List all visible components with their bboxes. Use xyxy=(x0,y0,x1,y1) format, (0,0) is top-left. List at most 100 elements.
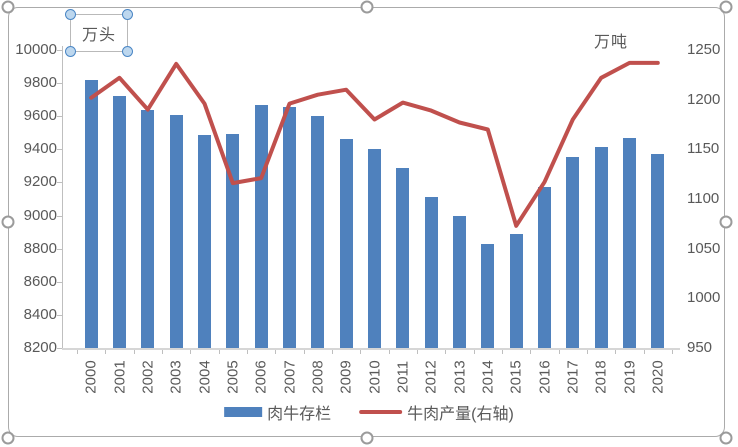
legend-label-cattle-inventory: 肉牛存栏 xyxy=(267,406,332,423)
selection-handle-ne[interactable] xyxy=(719,0,733,14)
left-axis-tick xyxy=(57,348,62,349)
bar-2019[interactable] xyxy=(623,137,636,348)
left-axis-line xyxy=(62,46,63,350)
x-axis-category-label: 2001 xyxy=(111,360,128,394)
right-axis-tick-label: 1250 xyxy=(687,41,721,58)
textbox-handle-ne[interactable] xyxy=(122,9,133,20)
bar-2006[interactable] xyxy=(254,105,268,348)
x-axis-tick xyxy=(587,350,588,354)
x-axis-category-label: 2015 xyxy=(507,360,525,394)
x-axis-tick xyxy=(643,350,645,354)
left-axis-tick-label: 9200 xyxy=(23,173,57,191)
x-axis-tick xyxy=(247,350,248,354)
right-axis-tick-label: 1150 xyxy=(687,140,720,158)
left-axis-tick xyxy=(57,149,62,151)
left-axis-tick-label: 9400 xyxy=(23,140,57,158)
x-axis-category-label: 2017 xyxy=(564,360,582,394)
bar-2001[interactable] xyxy=(113,95,126,348)
x-axis-category-label: 2020 xyxy=(649,360,667,394)
x-axis-tick xyxy=(445,350,447,354)
x-axis-tick xyxy=(417,350,418,354)
selection-handle-nw[interactable] xyxy=(1,0,15,14)
right-axis-unit-label: 万吨 xyxy=(594,34,629,51)
left-axis-unit-label: 万头 xyxy=(81,27,116,44)
left-axis-tick-label: 8400 xyxy=(23,305,57,323)
left-axis-tick-label: 8800 xyxy=(23,239,57,257)
x-axis-tick xyxy=(218,350,220,354)
right-axis-tick-label: 1050 xyxy=(687,239,721,257)
x-axis-tick xyxy=(558,350,560,354)
x-axis-tick xyxy=(615,350,617,354)
legend-bar-swatch xyxy=(224,407,263,417)
legend-item-cattle-inventory[interactable]: 肉牛存栏 xyxy=(224,400,331,424)
selection-handle-w[interactable] xyxy=(1,215,15,229)
left-axis-tick xyxy=(57,281,62,283)
x-axis-tick xyxy=(530,350,532,354)
x-axis-tick xyxy=(133,350,135,354)
x-axis-tick xyxy=(672,350,673,354)
textbox-handle-sw[interactable] xyxy=(65,46,76,57)
bar-2016[interactable] xyxy=(538,186,551,348)
right-axis-tick-label: 950 xyxy=(687,339,713,356)
legend: 肉牛存栏 牛肉产量(右轴) xyxy=(224,400,514,424)
left-axis-tick xyxy=(57,248,62,250)
left-axis-tick-label: 9600 xyxy=(23,107,57,125)
x-axis-category-label: 2012 xyxy=(422,360,440,394)
bar-2007[interactable] xyxy=(283,107,296,348)
bar-2018[interactable] xyxy=(594,146,608,348)
bar-2011[interactable] xyxy=(396,168,410,348)
x-axis-category-label: 2009 xyxy=(337,360,355,394)
left-axis-tick-label: 8600 xyxy=(23,272,57,290)
x-axis-tick xyxy=(360,350,362,354)
x-axis-tick xyxy=(303,350,305,354)
left-axis-tick xyxy=(57,314,62,316)
bar-2008[interactable] xyxy=(311,116,325,348)
left-axis-unit-textbox[interactable]: 万头 xyxy=(65,9,133,57)
x-axis-category-label: 2008 xyxy=(309,360,327,394)
legend-item-beef-production[interactable]: 牛肉产量(右轴) xyxy=(359,400,514,424)
bar-2002[interactable] xyxy=(141,109,155,348)
bar-2012[interactable] xyxy=(424,197,438,348)
bar-2009[interactable] xyxy=(339,138,353,348)
left-axis-tick-label: 9800 xyxy=(23,74,57,92)
x-axis-category-label: 2019 xyxy=(621,360,638,394)
x-axis-category-label: 2004 xyxy=(196,360,213,394)
bar-2013[interactable] xyxy=(453,215,466,348)
bar-2020[interactable] xyxy=(651,154,665,348)
x-axis-line xyxy=(62,348,680,350)
x-axis-category-label: 2018 xyxy=(592,360,610,394)
x-axis-tick xyxy=(473,350,475,354)
x-axis-tick xyxy=(162,350,163,354)
right-axis-tick-label: 1200 xyxy=(687,90,721,108)
right-axis-tick-label: 1000 xyxy=(687,289,721,307)
x-axis-tick xyxy=(388,350,390,354)
left-axis-tick xyxy=(57,215,62,217)
x-axis-tick xyxy=(332,350,333,354)
selection-handle-sw[interactable] xyxy=(1,431,15,445)
selection-handle-se[interactable] xyxy=(719,431,733,445)
bar-2004[interactable] xyxy=(198,135,211,348)
x-axis-category-label: 2016 xyxy=(536,360,553,394)
bar-2000[interactable] xyxy=(84,79,98,348)
textbox-handle-se[interactable] xyxy=(122,46,133,57)
bar-2003[interactable] xyxy=(169,115,183,348)
bar-2010[interactable] xyxy=(368,149,381,348)
x-axis-category-label: 2007 xyxy=(281,360,298,394)
bar-2005[interactable] xyxy=(226,133,240,348)
selection-handle-s[interactable] xyxy=(360,431,374,445)
x-axis-category-label: 2002 xyxy=(139,360,157,394)
x-axis-category-label: 2006 xyxy=(252,360,270,394)
textbox-handle-nw[interactable] xyxy=(65,9,76,20)
bar-2014[interactable] xyxy=(481,243,495,348)
bar-2017[interactable] xyxy=(566,156,580,348)
left-axis-tick xyxy=(57,116,62,118)
x-axis-category-label: 2000 xyxy=(82,360,100,394)
left-axis-tick xyxy=(57,182,62,184)
legend-label-beef-production: 牛肉产量(右轴) xyxy=(407,406,514,423)
beef-production-line[interactable] xyxy=(89,60,660,228)
selection-handle-n[interactable] xyxy=(360,0,374,14)
right-axis-tick-label: 1100 xyxy=(687,190,720,207)
selection-handle-e[interactable] xyxy=(719,215,733,229)
bar-2015[interactable] xyxy=(509,233,523,348)
